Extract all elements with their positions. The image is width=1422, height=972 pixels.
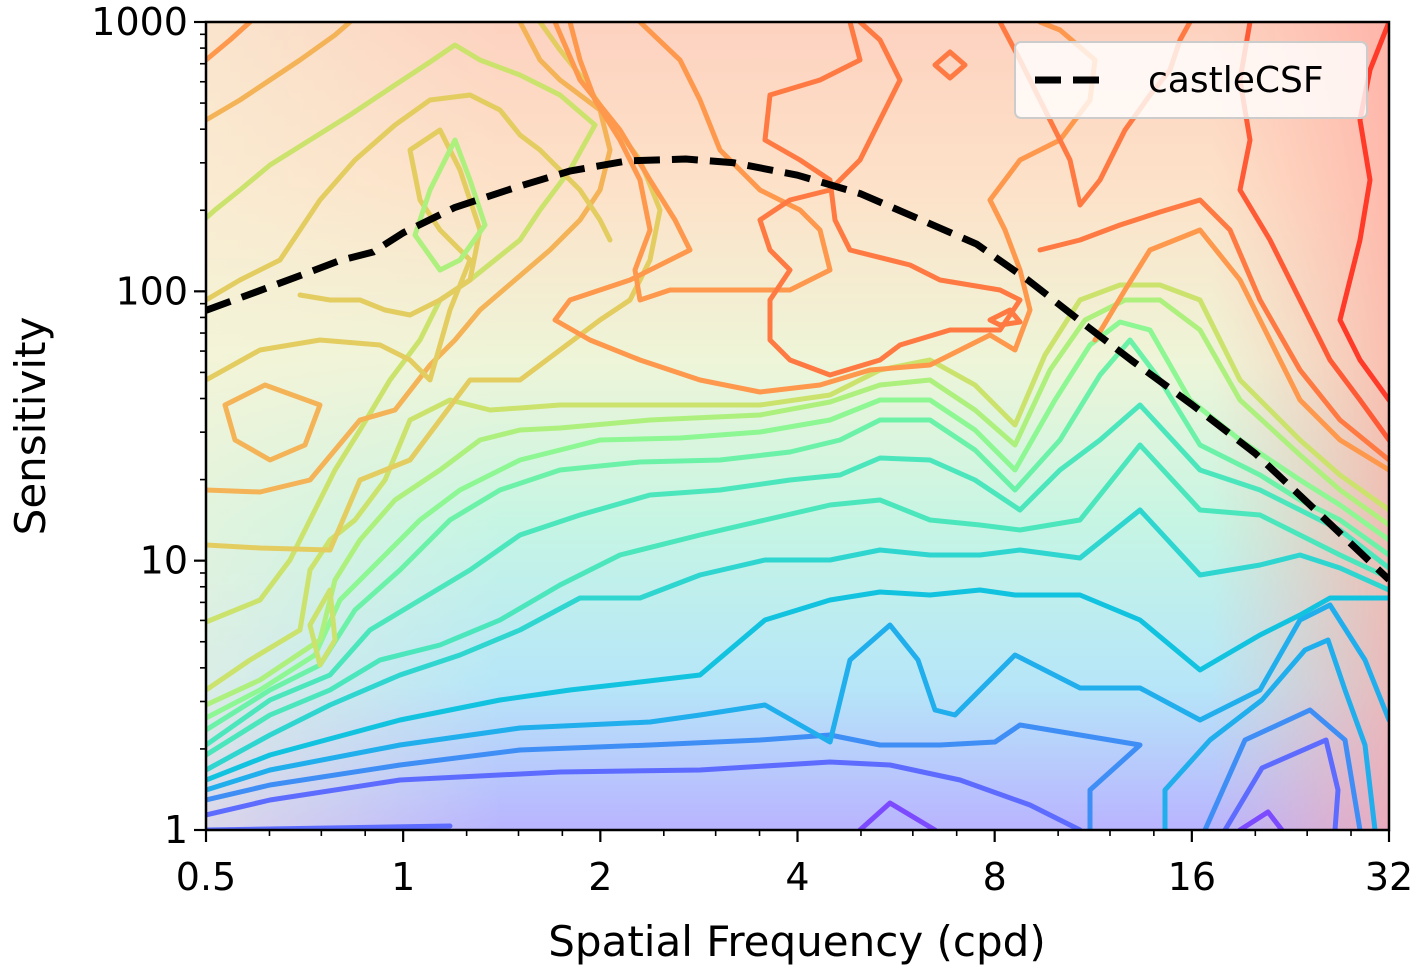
legend: castleCSF: [1014, 41, 1368, 119]
contour-line: [1222, 737, 1341, 830]
y-axis-label: Sensitivity: [6, 317, 55, 536]
y-tick-label: 10: [140, 539, 188, 583]
y-axis-ticks: 1 10 100 1000: [91, 0, 206, 852]
contour-line: [206, 92, 613, 303]
x-tick-label: 32: [1365, 855, 1413, 899]
contour-line: [307, 587, 338, 668]
x-tick-label: 16: [1168, 855, 1216, 899]
contour-line: [206, 127, 483, 383]
contour-line: [857, 800, 938, 830]
contour-line: [206, 337, 1389, 733]
contour-line: [757, 22, 1023, 378]
contour-line: [932, 49, 968, 81]
contour-line: [1202, 707, 1363, 830]
x-tick-label: 2: [588, 855, 612, 899]
contour-line: [206, 507, 1389, 773]
contour-line: [206, 722, 1143, 830]
contour-line: [1162, 637, 1378, 830]
contour-line: [206, 402, 1389, 748]
x-axis-label: Spatial Frequency (cpd): [548, 917, 1045, 966]
legend-box: [1014, 41, 1368, 119]
x-axis-ticks: 0.5 1 2 4 8 16 32: [176, 830, 1413, 899]
x-tick-label: 0.5: [176, 855, 236, 899]
x-tick-label: 4: [785, 855, 809, 899]
contour-line: [1037, 197, 1389, 463]
y-tick-label: 100: [115, 269, 188, 313]
contour-line: [987, 307, 1023, 328]
contour-line: [552, 22, 1098, 395]
x-tick-label: 1: [391, 855, 415, 899]
contour-line: [1237, 809, 1285, 830]
x-tick-label: 8: [983, 855, 1007, 899]
contour-line: [206, 759, 1083, 830]
contour-line: [206, 297, 1389, 708]
contour-line: [206, 587, 1389, 783]
plot-area: [206, 22, 1389, 830]
y-tick-label: 1: [164, 808, 188, 852]
contour-line: [206, 22, 613, 495]
castlecsf-line: [206, 155, 1389, 583]
contour-line: [567, 22, 833, 303]
contour-line: [206, 22, 253, 63]
contour-line: [206, 282, 1389, 693]
contour-line: [222, 382, 323, 463]
contour-line: [206, 22, 353, 123]
y-tick-label: 1000: [91, 0, 188, 44]
contour-line: [206, 602, 1389, 793]
contour-line: [206, 442, 1389, 758]
contour-line: [1092, 227, 1389, 473]
plot-frame: [204, 20, 1391, 832]
legend-label-castlecsf: castleCSF: [1148, 60, 1324, 101]
contour-line: [1337, 22, 1389, 403]
